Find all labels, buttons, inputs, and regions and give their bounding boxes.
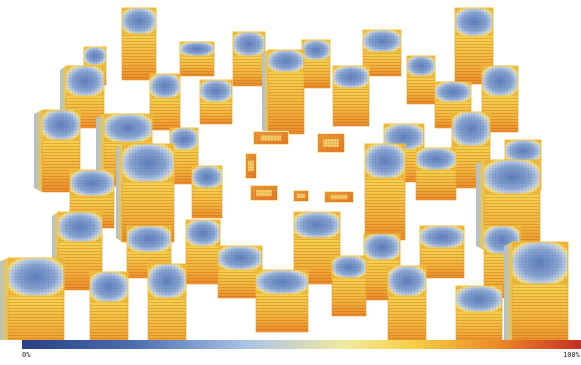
building [324, 191, 354, 203]
building [185, 219, 221, 285]
building [149, 73, 181, 131]
building [293, 190, 309, 202]
building [415, 147, 457, 201]
building [262, 49, 305, 135]
building [301, 39, 331, 89]
colorbar-max-label: 100% [563, 351, 580, 359]
building [454, 7, 494, 85]
building [34, 109, 81, 193]
building [0, 257, 65, 340]
building [253, 131, 289, 145]
building [147, 263, 187, 340]
building [199, 79, 233, 125]
building [250, 185, 278, 201]
building [121, 7, 157, 81]
building [406, 55, 436, 105]
colorbar-min-label: 0% [22, 351, 31, 359]
building [364, 143, 406, 241]
building [419, 225, 465, 279]
building [255, 269, 309, 333]
building [332, 65, 370, 127]
building [232, 31, 266, 87]
building [89, 271, 129, 340]
building [245, 153, 257, 179]
building [317, 133, 345, 153]
building [504, 241, 569, 340]
building [179, 41, 215, 77]
colorbar [22, 340, 581, 349]
building [191, 165, 223, 219]
building [331, 255, 367, 317]
building [217, 245, 263, 299]
buildings-layer [0, 7, 569, 340]
building-heatmap-view[interactable] [0, 0, 581, 340]
building [455, 285, 503, 340]
building [387, 265, 427, 340]
